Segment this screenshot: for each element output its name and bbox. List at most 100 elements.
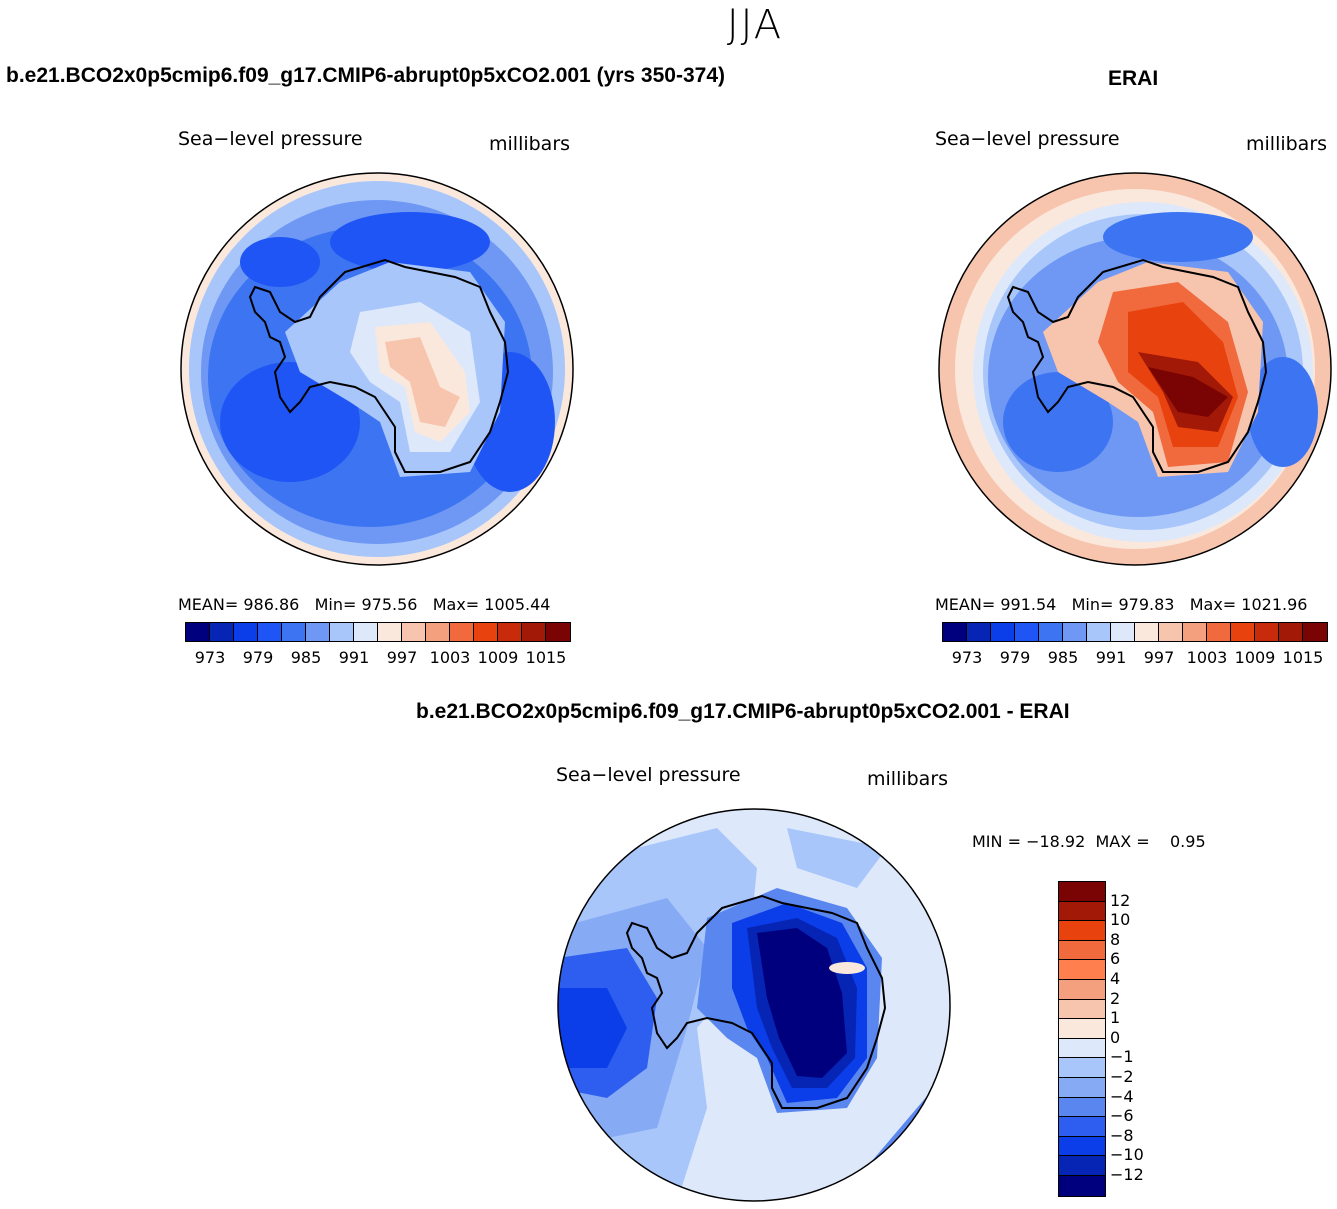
diff-colorbar-bin [1059, 1038, 1105, 1059]
right-colorbar [942, 622, 1328, 642]
right-colorbar-bin [943, 623, 967, 641]
left-colorbar-bin [426, 623, 450, 641]
diff-minmax: MIN = −18.92 MAX = 0.95 [972, 832, 1206, 851]
right-colorbar-bin [1183, 623, 1207, 641]
diff-polar-map [557, 808, 951, 1202]
diff-colorbar-tick: −8 [1110, 1125, 1134, 1145]
diff-continent-d [757, 928, 847, 1078]
right-colorbar-tick: 1009 [1234, 648, 1276, 667]
right-polar-map [938, 172, 1332, 566]
left-mean-label: MEAN= [178, 595, 239, 614]
left-max-value: 1005.44 [484, 595, 551, 614]
left-stats: MEAN= 986.86 Min= 975.56 Max= 1005.44 [178, 595, 550, 614]
right-low-north [1103, 212, 1253, 262]
diff-colorbar-bin [1059, 1156, 1105, 1176]
right-variable-label: Sea−level pressure [935, 128, 1120, 150]
diff-panel-title: b.e21.BCO2x0p5cmip6.f09_g17.CMIP6-abrupt… [416, 700, 1070, 723]
left-colorbar-bin [282, 623, 306, 641]
diff-colorbar-bin [1059, 901, 1105, 922]
diff-colorbar-bin [1059, 921, 1105, 941]
left-colorbar-bin [378, 623, 402, 641]
left-colorbar-bin [450, 623, 474, 641]
season-title: JJA [726, 2, 784, 48]
diff-positive-spot [829, 962, 865, 974]
right-map-border [938, 172, 1332, 566]
left-polar-map [180, 172, 574, 566]
left-colorbar-bin [210, 623, 234, 641]
diff-colorbar-bin [1059, 960, 1105, 980]
right-colorbar-tick: 1015 [1282, 648, 1324, 667]
diff-colorbar-tick: 6 [1110, 949, 1121, 969]
left-colorbar [185, 622, 571, 642]
diff-colorbar-bin [1059, 979, 1105, 1000]
diff-colorbar-tick: 1 [1110, 1008, 1121, 1028]
right-colorbar-bin [1207, 623, 1231, 641]
diff-colorbar-bin [1059, 1019, 1105, 1039]
diff-colorbar-tick: 10 [1110, 910, 1131, 930]
diff-variable-label: Sea−level pressure [556, 764, 741, 786]
right-max-value: 1021.96 [1241, 595, 1308, 614]
left-colorbar-bin [234, 623, 258, 641]
left-antarctica-outline [248, 258, 510, 473]
diff-colorbar-tick: 0 [1110, 1027, 1121, 1047]
left-colorbar-tick: 973 [194, 648, 226, 667]
diff-colorbar-bin [1059, 1117, 1105, 1137]
right-colorbar-bin [1135, 623, 1159, 641]
left-low-west [220, 362, 360, 482]
diff-colorbar-tick: −10 [1110, 1145, 1144, 1165]
diff-colorbar-tick: 8 [1110, 929, 1121, 949]
left-colorbar-tick: 997 [386, 648, 418, 667]
diff-colorbar-tick: −4 [1110, 1086, 1134, 1106]
diff-colorbar-tick: −1 [1110, 1047, 1134, 1067]
right-low-east [1248, 357, 1318, 467]
right-stats: MEAN= 991.54 Min= 979.83 Max= 1021.96 [935, 595, 1307, 614]
right-max-label: Max= [1189, 595, 1237, 614]
right-colorbar-bin [967, 623, 991, 641]
left-colorbar-bin [498, 623, 522, 641]
left-colorbar-bin [402, 623, 426, 641]
right-colorbar-tick: 973 [951, 648, 983, 667]
diff-antarctica-outline [625, 894, 887, 1109]
right-colorbar-bin [1255, 623, 1279, 641]
diff-colorbar-bin [1059, 940, 1105, 961]
diff-map-border [557, 808, 951, 1202]
right-colorbar-bin [1087, 623, 1111, 641]
right-antarctica-outline [1006, 258, 1268, 473]
right-mean-label: MEAN= [935, 595, 996, 614]
right-min-label: Min= [1071, 595, 1114, 614]
right-colorbar-bin [1303, 623, 1327, 641]
diff-colorbar-tick: 2 [1110, 988, 1121, 1008]
left-colorbar-bin [522, 623, 546, 641]
left-colorbar-bin [354, 623, 378, 641]
left-min-value: 975.56 [361, 595, 418, 614]
left-colorbar-tick: 1009 [477, 648, 519, 667]
left-max-label: Max= [432, 595, 480, 614]
left-colorbar-tick: 991 [338, 648, 370, 667]
right-colorbar-bin [1039, 623, 1063, 641]
diff-colorbar-bin [1059, 1077, 1105, 1098]
left-low-north [330, 212, 490, 272]
right-colorbar-bin [1231, 623, 1255, 641]
right-colorbar-bin [1063, 623, 1087, 641]
left-min-label: Min= [314, 595, 357, 614]
left-colorbar-bin [330, 623, 354, 641]
left-colorbar-bin [258, 623, 282, 641]
diff-colorbar-bin [1059, 1097, 1105, 1118]
right-colorbar-bin [991, 623, 1015, 641]
right-colorbar-bin [1159, 623, 1183, 641]
diff-colorbar-tick: 4 [1110, 969, 1121, 988]
left-colorbar-bin [306, 623, 330, 641]
left-colorbar-bin [186, 623, 210, 641]
left-colorbar-bin [546, 623, 570, 641]
diff-colorbar-tick: −2 [1110, 1067, 1134, 1086]
right-colorbar-bin [1015, 623, 1039, 641]
diff-colorbar-bin [1059, 1175, 1105, 1196]
left-panel-title: b.e21.BCO2x0p5cmip6.f09_g17.CMIP6-abrupt… [6, 64, 725, 87]
left-colorbar-bin [474, 623, 498, 641]
right-colorbar-bin [1279, 623, 1303, 641]
diff-field-west-d [558, 988, 627, 1068]
right-min-value: 979.83 [1118, 595, 1175, 614]
right-units-label: millibars [1246, 133, 1328, 155]
left-continent-high3 [385, 337, 460, 427]
right-colorbar-bin [1111, 623, 1135, 641]
